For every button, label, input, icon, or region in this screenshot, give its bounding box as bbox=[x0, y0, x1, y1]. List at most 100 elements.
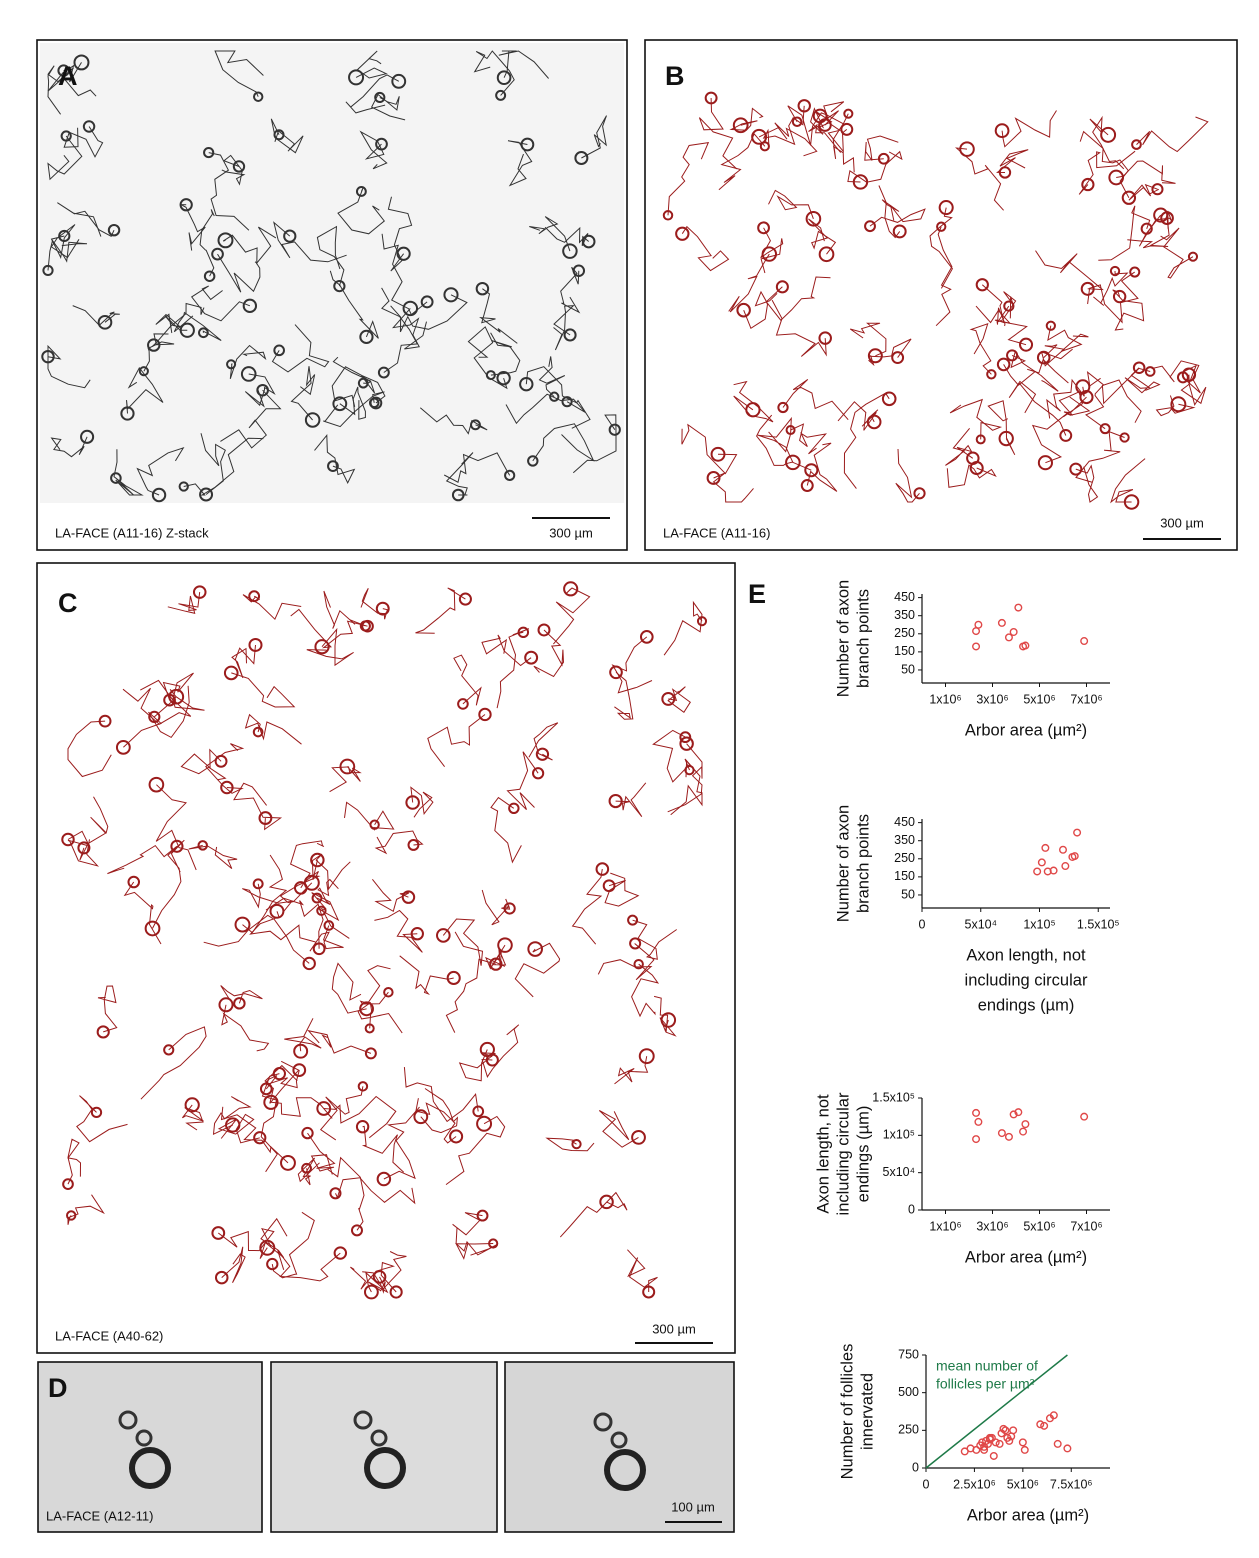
scale-label: 300 µm bbox=[549, 525, 593, 540]
axon-branch bbox=[419, 407, 488, 435]
axon-branch bbox=[113, 449, 144, 496]
follicle-ending bbox=[775, 280, 789, 294]
data-point bbox=[1009, 627, 1018, 636]
axon-branch bbox=[307, 1029, 372, 1054]
panel-c-frame bbox=[36, 562, 736, 1354]
follicle-ending bbox=[184, 1097, 200, 1113]
axon-branch bbox=[849, 322, 887, 357]
axon-branch bbox=[632, 919, 677, 960]
axon-branch bbox=[1127, 218, 1170, 249]
axon-branch bbox=[652, 729, 691, 783]
follicle-ending bbox=[179, 322, 195, 338]
axon-branch bbox=[806, 442, 838, 492]
axon-branch bbox=[420, 1088, 459, 1134]
axon-branch bbox=[311, 853, 351, 891]
follicle-ending bbox=[485, 370, 496, 381]
follicle-ending bbox=[496, 70, 512, 86]
data-point bbox=[1063, 1444, 1072, 1453]
axon-branch bbox=[221, 154, 246, 186]
follicle-ending bbox=[524, 650, 539, 665]
follicle-ending bbox=[97, 314, 113, 330]
axon-branch bbox=[614, 1056, 649, 1085]
axon-branch bbox=[331, 962, 367, 1014]
axon-branch bbox=[498, 50, 549, 79]
follicle-ending bbox=[574, 151, 589, 166]
follicle-ending bbox=[476, 1115, 493, 1132]
follicle-ending bbox=[1099, 423, 1111, 435]
follicle-ending bbox=[892, 224, 907, 239]
axon-branch bbox=[203, 914, 310, 964]
data-point bbox=[989, 1451, 998, 1460]
axon-branch bbox=[525, 366, 591, 429]
follicle-ending bbox=[843, 108, 854, 119]
axon-branch bbox=[126, 366, 164, 414]
axon-branch bbox=[1001, 110, 1057, 148]
axon-branch bbox=[458, 1049, 497, 1082]
panel-d2-frame bbox=[270, 1361, 498, 1533]
data-point bbox=[1040, 1421, 1049, 1430]
axon-branch bbox=[1098, 205, 1151, 261]
axon-branch bbox=[571, 869, 603, 945]
follicle-ending bbox=[389, 1285, 403, 1299]
axon-branch bbox=[208, 152, 250, 231]
axon-branch bbox=[553, 305, 575, 351]
axon-branch bbox=[316, 225, 345, 287]
axon-branch bbox=[1085, 371, 1106, 430]
axon-branch bbox=[289, 840, 325, 889]
axon-branch bbox=[297, 1157, 320, 1186]
caption: LA-FACE (A11-16) Z-stack bbox=[55, 525, 209, 540]
follicle-ending bbox=[396, 246, 411, 261]
axon-branch bbox=[67, 796, 109, 845]
axon-branch bbox=[514, 942, 561, 998]
follicle-ending bbox=[266, 1257, 279, 1271]
axon-branch bbox=[205, 743, 245, 794]
axon-branch bbox=[329, 270, 379, 339]
axon-branch bbox=[895, 448, 920, 503]
axon-branch bbox=[155, 784, 197, 871]
axon-branch bbox=[553, 587, 591, 645]
axon-branch bbox=[667, 141, 710, 216]
axon-branch bbox=[231, 672, 296, 708]
axon-branch bbox=[233, 782, 283, 831]
data-point bbox=[985, 1433, 994, 1442]
axon-branch bbox=[490, 332, 521, 376]
x-tick-label: 5x10⁶ bbox=[1023, 1219, 1055, 1233]
follicle-ending bbox=[1129, 266, 1141, 278]
follicle-ending bbox=[446, 970, 461, 986]
axon-branch bbox=[221, 1004, 270, 1052]
follicle-ending bbox=[98, 714, 112, 728]
follicle-ending bbox=[633, 958, 644, 970]
follicle-ending bbox=[355, 1120, 370, 1134]
y-tick-label: 450 bbox=[894, 590, 915, 604]
axon-branch bbox=[374, 909, 423, 953]
follicle-ending bbox=[407, 839, 420, 851]
axon-branch bbox=[442, 918, 484, 966]
data-point bbox=[1049, 1411, 1058, 1420]
follicle-ending bbox=[519, 377, 534, 392]
axon-branch bbox=[72, 305, 120, 327]
axon-branch bbox=[332, 356, 376, 394]
axon-branch bbox=[188, 844, 238, 869]
axon-branch bbox=[67, 1138, 82, 1185]
follicle-ending bbox=[405, 795, 420, 810]
follicle-ending bbox=[1003, 300, 1015, 312]
axon-branch bbox=[1128, 183, 1160, 201]
follicle-ending bbox=[1081, 177, 1095, 192]
follicle-ending bbox=[864, 220, 876, 233]
axon-branch bbox=[323, 391, 385, 428]
follicle-ending bbox=[704, 91, 718, 105]
follicle-ending bbox=[527, 941, 543, 957]
axon-branch bbox=[242, 854, 288, 934]
axon-branch bbox=[200, 433, 226, 495]
axon-branch bbox=[663, 600, 703, 656]
follicle-ending bbox=[458, 592, 472, 606]
follicle-ending bbox=[495, 89, 507, 101]
x-axis-label: Axon length, not bbox=[966, 946, 1086, 964]
follicle-ending bbox=[610, 1431, 628, 1449]
follicle-ending bbox=[272, 1067, 286, 1081]
scale-label: 100 µm bbox=[671, 1499, 715, 1514]
axon-branch bbox=[47, 344, 91, 389]
y-axis-label: branch points bbox=[854, 589, 872, 688]
follicle-ending bbox=[217, 232, 234, 249]
x-tick-label: 5x10⁶ bbox=[1023, 692, 1055, 706]
